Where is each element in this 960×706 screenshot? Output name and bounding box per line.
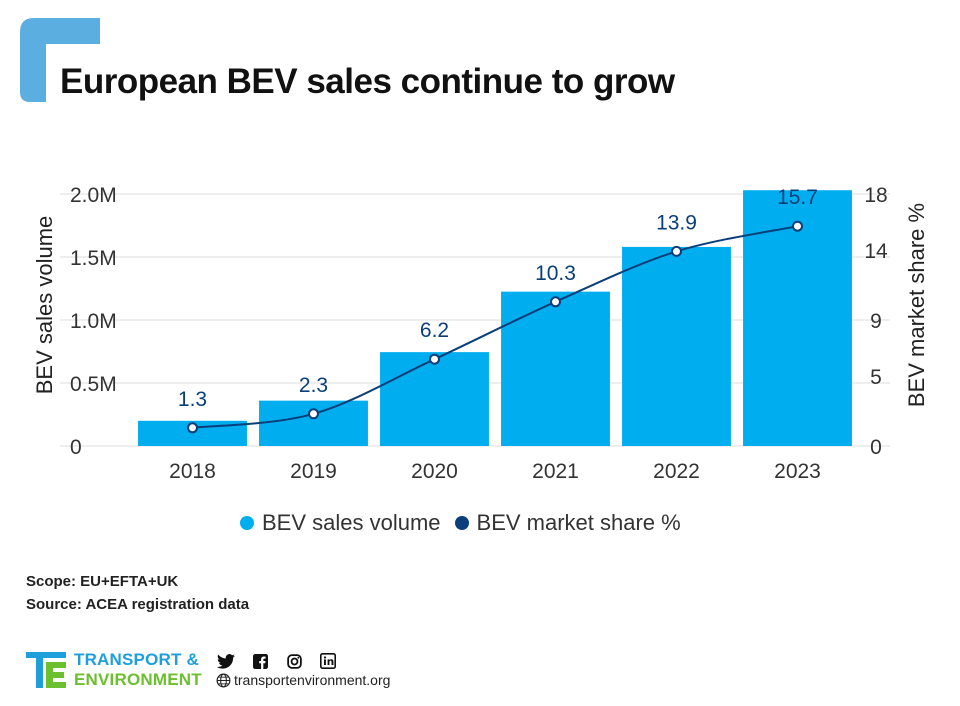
x-tick-label: 2018 [169,460,216,483]
share-point [671,245,682,257]
brand-line-1: TRANSPORT & [74,650,199,669]
social-links [216,652,338,670]
y-tick-label: 1.5M [70,247,117,270]
scope-note: Scope: EU+EFTA+UK [26,573,179,590]
share-line-path [192,225,798,429]
x-tick-label: 2020 [411,460,458,483]
chart-legend: BEV sales volume BEV market share % [240,510,681,536]
share-point [550,296,561,308]
linkedin-icon[interactable] [318,652,338,670]
legend-marker-sales [240,516,254,530]
page-title: European BEV sales continue to grow [60,62,675,101]
share-data-label: 10.3 [535,262,576,285]
bar [501,291,610,446]
footer: TRANSPORT & ENVIRONMENT transportenviron… [26,650,446,694]
legend-label-share: BEV market share % [476,510,681,535]
share-point [792,220,803,232]
legend-item-share: BEV market share % [454,510,681,536]
y2-tick-label: 9 [870,310,882,333]
share-data-label: 15.7 [777,186,818,209]
legend-label-sales: BEV sales volume [262,510,441,535]
bar [380,352,489,446]
legend-marker-share [454,516,469,530]
brand-line-2: ENVIRONMENT [74,670,202,689]
source-note: Source: ACEA registration data [26,596,250,613]
x-tick-label: 2022 [653,460,700,483]
share-data-label: 6.2 [420,319,449,342]
axes: 0 0.5M 1.0M 1.5M 2.0M 0 5 9 14 18 BEV sales volume… [32,184,929,483]
website-text: transportenvironment.org [234,672,391,688]
share-data-label: 1.3 [178,388,207,411]
chart-notes: Scope: EU+EFTA+UK Source: ACEA registrat… [26,570,249,616]
share-point [187,422,198,434]
instagram-icon[interactable] [284,652,304,670]
x-tick-label: 2023 [774,460,821,483]
bars [138,190,852,446]
y-tick-label: 2.0M [70,184,117,207]
bev-chart: 0 0.5M 1.0M 1.5M 2.0M 0 5 9 14 18 BEV sales volume… [32,184,929,483]
share-data-label: 2.3 [299,374,328,397]
corner-accent-shape [20,18,100,102]
website-link[interactable]: transportenvironment.org [216,672,390,688]
y-axis-title: BEV sales volume [32,216,57,395]
y-tick-label: 1.0M [70,310,117,333]
legend-item-sales: BEV sales volume [240,510,441,536]
y-tick-label: 0 [70,436,82,459]
data-labels: 1.3 2.3 6.2 10.3 13.9 15.7 [178,186,818,411]
share-line [187,220,803,434]
facebook-icon[interactable] [250,652,270,670]
share-point [429,353,440,365]
globe-icon [216,673,231,687]
x-tick-label: 2019 [290,460,337,483]
y2-tick-label: 5 [870,366,882,389]
y2-tick-label: 18 [864,184,887,207]
bar [622,246,731,446]
y2-tick-label: 0 [870,436,882,459]
share-point [308,408,319,420]
x-tick-label: 2021 [532,460,579,483]
y2-axis-title: BEV market share % [904,203,929,407]
y2-tick-label: 14 [864,240,888,263]
bar [259,400,368,446]
twitter-icon[interactable] [216,652,236,670]
y-tick-label: 0.5M [70,373,117,396]
te-logo-icon [26,652,66,688]
brand-name: TRANSPORT & ENVIRONMENT [74,650,202,690]
share-data-label: 13.9 [656,211,697,234]
